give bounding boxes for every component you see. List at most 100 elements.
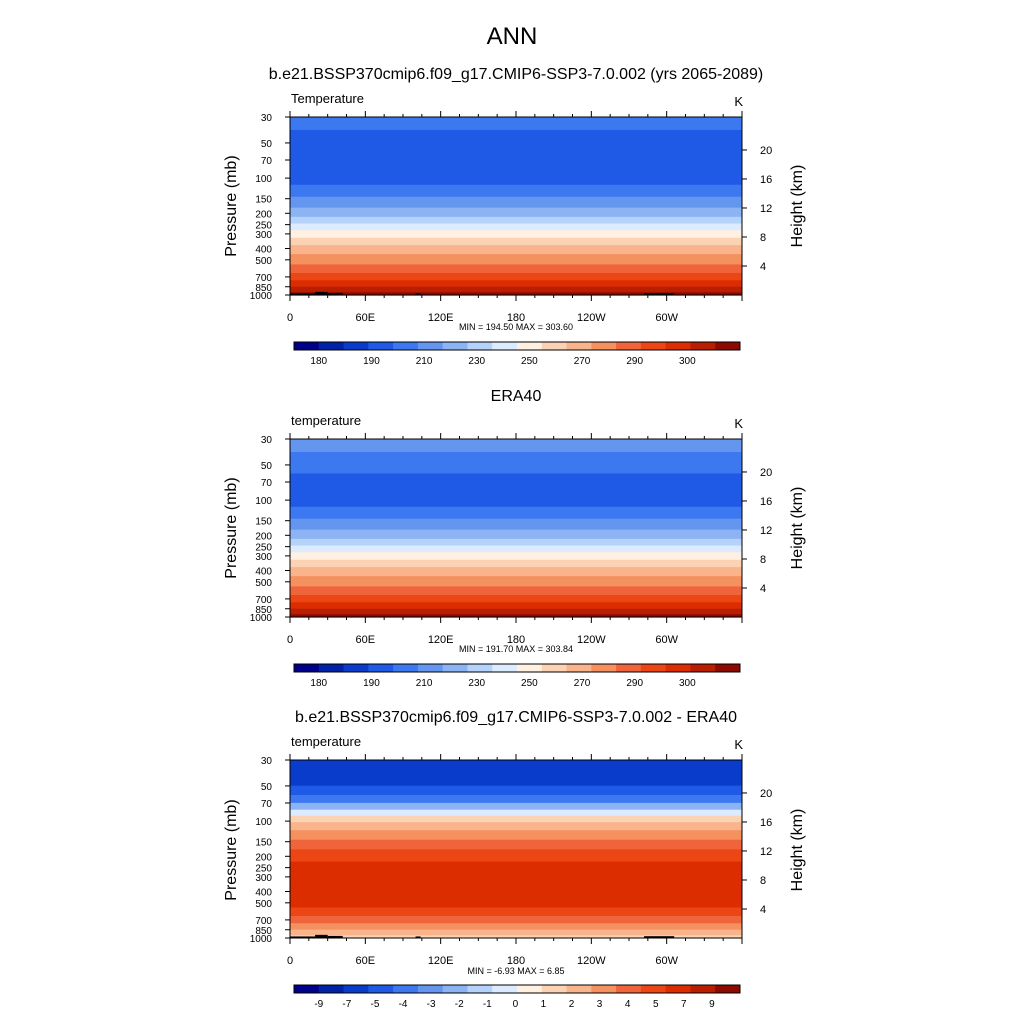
contour-band <box>290 506 742 520</box>
y-tick-label: 250 <box>255 221 272 232</box>
contour-band <box>290 576 742 588</box>
colorbar-label: 180 <box>310 678 327 689</box>
colorbar-label: -1 <box>483 999 492 1010</box>
y-tick-label: 700 <box>255 595 272 606</box>
y-tick-label: 50 <box>261 461 273 472</box>
height-tick-label: 20 <box>760 145 772 157</box>
x-tick-label: 120E <box>428 634 454 646</box>
y-tick-label: 70 <box>261 156 273 167</box>
contour-band <box>290 245 742 255</box>
contour-band <box>290 129 742 153</box>
colorbar-label: 3 <box>597 999 603 1010</box>
y-tick-label: 50 <box>261 782 273 793</box>
height-tick-label: 20 <box>760 788 772 800</box>
contour-band <box>290 216 742 225</box>
colorbar-swatch <box>566 664 592 672</box>
colorbar-swatch <box>393 664 419 672</box>
colorbar-swatch <box>616 342 642 350</box>
units-label: K <box>734 737 743 752</box>
x-tick-label: 180 <box>507 634 525 646</box>
colorbar-swatch <box>566 985 592 993</box>
x-tick-label: 120W <box>577 312 606 324</box>
contour-band <box>290 802 742 811</box>
y-tick-label: 500 <box>255 256 272 267</box>
colorbar-swatch <box>368 342 394 350</box>
terrain-block <box>290 293 316 295</box>
contour-band <box>290 849 742 863</box>
colorbar-swatch <box>690 342 716 350</box>
colorbar-label: 210 <box>416 356 433 367</box>
terrain-block <box>415 293 421 295</box>
panel-title: b.e21.BSSP370cmip6.f09_g17.CMIP6-SSP3-7.… <box>295 709 737 726</box>
x-tick-label: 60E <box>356 955 376 967</box>
y-tick-label: 1000 <box>250 934 273 945</box>
colorbar-swatch <box>690 985 716 993</box>
height-tick-label: 16 <box>760 817 772 829</box>
colorbar: -9 -7 -5 -4 -3 -2 -1 0 1 2 3 4 5 7 9 <box>293 984 741 1010</box>
contour-band <box>290 815 742 823</box>
contour-band <box>290 237 742 246</box>
contour-band <box>290 822 742 831</box>
terrain-block <box>315 934 328 938</box>
y-tick-label: 30 <box>261 435 273 446</box>
y-tick-label: 100 <box>255 496 272 507</box>
y-tick-label: 100 <box>255 174 272 185</box>
y-tick-label: 300 <box>255 873 272 884</box>
contour-band <box>290 207 742 218</box>
terrain-block <box>644 293 675 295</box>
colorbar-swatch <box>343 342 369 350</box>
units-label: K <box>734 94 743 109</box>
right-axis-label: Height (km) <box>789 487 806 570</box>
colorbar-swatch <box>640 342 667 350</box>
units-label: K <box>734 416 743 431</box>
y-tick-label: 500 <box>255 578 272 589</box>
colorbar-label: -9 <box>314 999 323 1010</box>
colorbar-swatch <box>517 985 543 993</box>
colorbar-label: 300 <box>679 678 696 689</box>
contour-band <box>290 861 742 887</box>
colorbar-label: 7 <box>681 999 687 1010</box>
y-tick-label: 150 <box>255 195 272 206</box>
contour-band <box>290 223 742 231</box>
contour-band <box>290 586 742 596</box>
terrain-block <box>290 936 316 938</box>
y-axis-label: Pressure (mb) <box>223 155 240 256</box>
colorbar-label: 270 <box>574 678 591 689</box>
colorbar: 180 190 210 230 250 270 290 300 <box>293 663 741 689</box>
colorbar-swatch <box>715 985 741 993</box>
colorbar-swatch <box>541 342 567 350</box>
colorbar-label: 290 <box>626 356 643 367</box>
height-tick-label: 12 <box>760 846 772 858</box>
x-tick-label: 60W <box>655 955 678 967</box>
height-tick-label: 16 <box>760 496 772 508</box>
colorbar-swatch <box>616 985 642 993</box>
x-tick-label: 120W <box>577 634 606 646</box>
contour-band <box>290 923 742 931</box>
contour-band <box>290 785 742 796</box>
colorbar-label: 2 <box>569 999 575 1010</box>
colorbar-label: 290 <box>626 678 643 689</box>
contour-band <box>290 280 742 288</box>
colorbar-swatch <box>492 985 518 993</box>
contour-band <box>290 602 742 610</box>
y-tick-label: 400 <box>255 566 272 577</box>
colorbar-swatch <box>343 985 369 993</box>
colorbar-label: 210 <box>416 678 433 689</box>
contour-band <box>290 608 742 615</box>
variable-label: Temperature <box>291 91 364 106</box>
terrain-block <box>327 935 343 938</box>
y-tick-label: 50 <box>261 139 273 150</box>
colorbar-swatch <box>442 985 468 993</box>
y-tick-label: 150 <box>255 838 272 849</box>
height-tick-label: 8 <box>760 554 766 566</box>
x-tick-label: 180 <box>507 312 525 324</box>
y-tick-label: 700 <box>255 916 272 927</box>
y-tick-label: 70 <box>261 799 273 810</box>
colorbar-label: 190 <box>363 356 380 367</box>
panel-2: ERA40 temperature K 0 60E 120E 180 120W 60W 30… <box>223 388 806 689</box>
height-tick-label: 8 <box>760 875 766 887</box>
contour-band <box>290 559 742 568</box>
y-tick-label: 850 <box>255 605 272 616</box>
colorbar-swatch <box>665 342 691 350</box>
